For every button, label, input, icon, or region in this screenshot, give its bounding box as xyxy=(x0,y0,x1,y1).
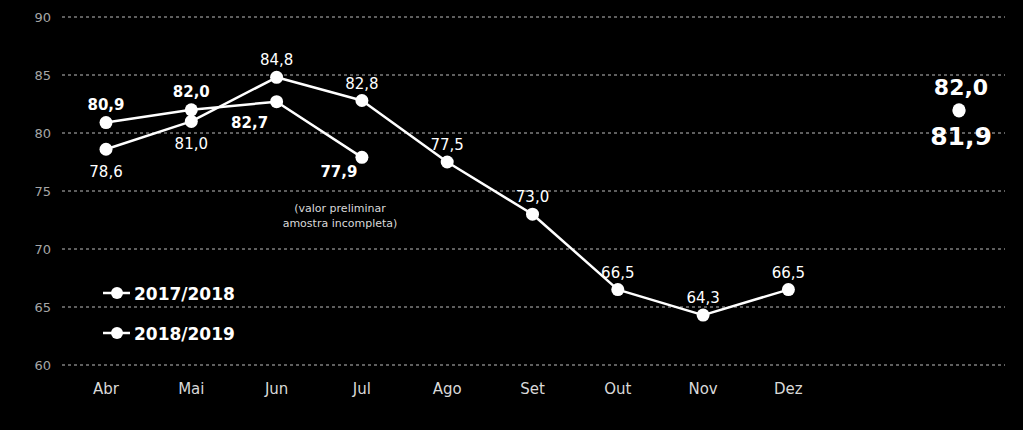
point-marker xyxy=(270,95,283,108)
annotation: (valor preliminar xyxy=(294,202,386,215)
data-label: 77,9 xyxy=(320,163,357,181)
background xyxy=(0,0,1023,430)
data-label: 84,8 xyxy=(260,51,293,69)
grid-line xyxy=(62,17,1005,18)
data-label: 66,5 xyxy=(601,264,634,282)
summary-label: 81,9 xyxy=(930,122,992,151)
point-marker xyxy=(100,116,113,129)
data-label: 66,5 xyxy=(772,264,805,282)
data-label: 77,5 xyxy=(430,136,463,154)
y-tick-label: 70 xyxy=(34,242,51,257)
series-line xyxy=(106,77,788,315)
x-tick-label: Mai xyxy=(178,380,204,398)
data-label: 80,9 xyxy=(87,96,124,114)
point-marker xyxy=(441,156,454,169)
point-marker xyxy=(270,71,283,84)
point-marker xyxy=(185,103,198,116)
y-tick-label: 60 xyxy=(34,358,51,373)
y-tick-label: 80 xyxy=(34,126,51,141)
annotation: amostra incompleta) xyxy=(283,217,398,230)
point-marker xyxy=(782,283,795,296)
grid-line xyxy=(62,307,1005,308)
grid-line xyxy=(62,75,1005,76)
summary-label: 82,0 xyxy=(934,75,988,100)
x-tick-label: Out xyxy=(604,380,631,398)
x-tick-label: Set xyxy=(520,380,545,398)
grid-line xyxy=(62,133,1005,134)
legend-marker xyxy=(111,287,123,299)
chart: 60 65 70 75 80 85 90 Abr Mai Jun Jul Ago Set Out Nov De… xyxy=(0,0,1023,430)
x-tick-label: Dez xyxy=(774,380,803,398)
data-label: 64,3 xyxy=(686,289,719,307)
data-label: 78,6 xyxy=(89,163,122,181)
data-label: 73,0 xyxy=(516,188,549,206)
x-tick-label: Nov xyxy=(688,380,717,398)
data-label: 81,0 xyxy=(175,135,208,153)
y-tick-label: 85 xyxy=(34,68,51,83)
point-marker xyxy=(355,94,368,107)
point-marker xyxy=(185,115,198,128)
x-tick-label: Jun xyxy=(264,380,288,398)
data-label: 82,0 xyxy=(173,83,210,101)
grid-line xyxy=(62,249,1005,250)
plot-marks xyxy=(100,71,966,322)
series-line xyxy=(106,102,362,158)
data-label: 82,8 xyxy=(345,75,378,93)
x-tick-label: Ago xyxy=(433,380,462,398)
legend-label: 2018/2019 xyxy=(134,324,235,344)
grid-line xyxy=(62,365,1005,366)
y-tick-label: 75 xyxy=(34,184,51,199)
point-marker xyxy=(697,309,710,322)
y-tick-label: 90 xyxy=(34,10,51,25)
legend-label: 2017/2018 xyxy=(134,284,235,304)
point-marker xyxy=(526,208,539,221)
summary-marker xyxy=(953,103,966,116)
point-marker xyxy=(611,283,624,296)
point-marker xyxy=(100,143,113,156)
x-tick-label: Jul xyxy=(352,380,371,398)
legend-marker xyxy=(111,327,123,339)
y-tick-label: 65 xyxy=(34,300,51,315)
point-marker xyxy=(355,151,368,164)
x-tick-label: Abr xyxy=(93,380,120,398)
data-label: 82,7 xyxy=(231,114,268,132)
